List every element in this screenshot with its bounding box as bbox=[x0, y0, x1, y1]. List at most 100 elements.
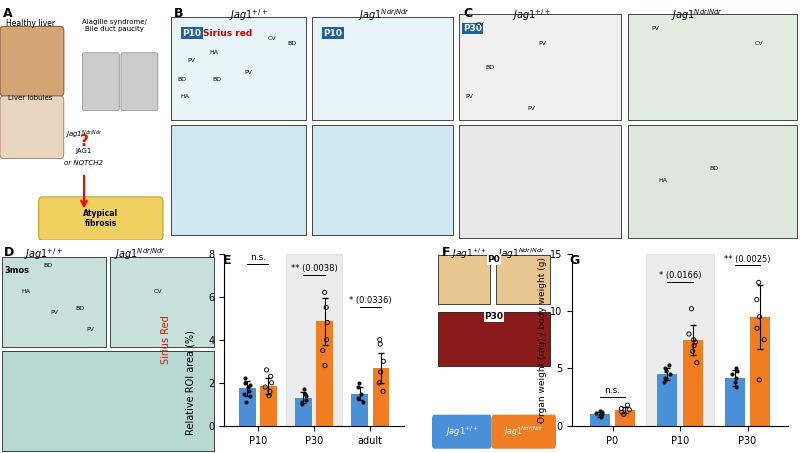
Point bbox=[758, 336, 770, 343]
FancyBboxPatch shape bbox=[38, 197, 163, 240]
Point bbox=[658, 379, 670, 386]
Point bbox=[354, 390, 367, 397]
Text: HA: HA bbox=[210, 50, 218, 55]
Bar bbox=[171, 125, 306, 235]
Point bbox=[377, 388, 390, 395]
Text: P30: P30 bbox=[485, 313, 503, 322]
Text: n.s.: n.s. bbox=[605, 386, 621, 395]
Point bbox=[316, 347, 329, 354]
Bar bbox=[295, 398, 312, 426]
Point bbox=[264, 373, 277, 380]
FancyBboxPatch shape bbox=[0, 96, 64, 159]
Text: G: G bbox=[570, 254, 580, 267]
Text: CV: CV bbox=[267, 36, 276, 41]
Bar bbox=[657, 374, 678, 426]
Point bbox=[687, 336, 700, 343]
Text: Sirius red: Sirius red bbox=[202, 29, 252, 38]
Bar bbox=[2, 351, 214, 451]
Point bbox=[594, 413, 607, 420]
Text: HA: HA bbox=[658, 178, 667, 183]
Bar bbox=[238, 388, 255, 426]
Point bbox=[300, 396, 313, 404]
Point bbox=[298, 386, 310, 393]
Point bbox=[621, 401, 634, 409]
Text: Healthy liver: Healthy liver bbox=[6, 19, 55, 28]
Text: $Jag1^{Ndr/Ndr}$: $Jag1^{Ndr/Ndr}$ bbox=[114, 246, 166, 262]
Text: $Jag1^{+/+}$: $Jag1^{+/+}$ bbox=[512, 7, 551, 23]
Text: F: F bbox=[442, 246, 450, 260]
Point bbox=[374, 341, 386, 348]
Bar bbox=[312, 125, 453, 235]
Text: $Jag1^{+/+}$: $Jag1^{+/+}$ bbox=[451, 246, 487, 261]
Text: HA: HA bbox=[22, 289, 30, 294]
Text: $Jag1^{Ndr/Ndr}$: $Jag1^{Ndr/Ndr}$ bbox=[503, 424, 544, 439]
Point bbox=[615, 405, 628, 412]
Text: P0: P0 bbox=[488, 255, 500, 264]
Text: PV: PV bbox=[466, 93, 474, 99]
Point bbox=[690, 359, 703, 366]
Point bbox=[754, 313, 766, 320]
Point bbox=[242, 388, 255, 395]
Point bbox=[686, 347, 699, 355]
Point bbox=[590, 410, 602, 417]
Point bbox=[244, 392, 257, 400]
Text: PV: PV bbox=[651, 26, 659, 31]
Text: * (0.0166): * (0.0166) bbox=[658, 271, 702, 280]
Point bbox=[318, 289, 331, 296]
Point bbox=[263, 388, 276, 395]
Text: D: D bbox=[4, 246, 14, 260]
Text: $Jag1^{Ndr/Ndr}$: $Jag1^{Ndr/Ndr}$ bbox=[670, 7, 723, 23]
Bar bbox=[316, 322, 333, 426]
Point bbox=[320, 336, 333, 343]
Text: ** (0.0025): ** (0.0025) bbox=[724, 255, 770, 264]
Text: ?: ? bbox=[79, 134, 89, 149]
Point bbox=[730, 374, 742, 381]
Point bbox=[321, 319, 334, 326]
Text: BD: BD bbox=[287, 41, 297, 46]
Bar bbox=[260, 386, 277, 426]
Bar bbox=[682, 340, 703, 426]
Point bbox=[295, 399, 308, 406]
Text: Alagille syndrome/
Bile duct paucity: Alagille syndrome/ Bile duct paucity bbox=[82, 19, 146, 32]
Point bbox=[750, 325, 763, 332]
Point bbox=[259, 383, 272, 390]
Point bbox=[682, 330, 695, 337]
Bar bbox=[2, 257, 106, 347]
Point bbox=[266, 379, 278, 386]
Y-axis label: Organ weight (mg) / body weight (g): Organ weight (mg) / body weight (g) bbox=[538, 257, 547, 423]
Text: PV: PV bbox=[538, 41, 546, 46]
Bar bbox=[373, 368, 390, 426]
Bar bbox=[725, 378, 745, 426]
Point bbox=[320, 304, 333, 311]
Bar bbox=[438, 255, 490, 304]
Point bbox=[726, 371, 738, 378]
Text: BD: BD bbox=[43, 263, 52, 268]
Text: $Jag1^{+/+}$: $Jag1^{+/+}$ bbox=[229, 7, 268, 23]
Text: P30: P30 bbox=[463, 24, 482, 33]
Bar bbox=[110, 257, 214, 347]
Point bbox=[243, 381, 256, 389]
Bar bbox=[497, 255, 550, 304]
Point bbox=[594, 407, 606, 414]
Bar bbox=[459, 14, 621, 120]
Text: Atypical
fibrosis: Atypical fibrosis bbox=[83, 209, 118, 228]
Point bbox=[663, 371, 676, 378]
Point bbox=[685, 305, 698, 313]
Bar bbox=[628, 14, 797, 120]
Text: BD: BD bbox=[486, 65, 495, 70]
Text: Sirius Red: Sirius Red bbox=[162, 315, 171, 364]
Text: A: A bbox=[3, 7, 13, 20]
Text: PV: PV bbox=[245, 69, 253, 75]
Text: PV: PV bbox=[528, 106, 536, 111]
Text: P10: P10 bbox=[323, 29, 342, 38]
Point bbox=[593, 412, 606, 419]
Text: BD: BD bbox=[178, 77, 187, 82]
Bar bbox=[312, 17, 453, 120]
Point bbox=[351, 383, 364, 390]
Text: PV: PV bbox=[86, 327, 94, 332]
Point bbox=[352, 379, 365, 386]
Point bbox=[262, 392, 275, 400]
Point bbox=[658, 374, 671, 381]
Point bbox=[659, 367, 672, 374]
Point bbox=[373, 379, 386, 386]
